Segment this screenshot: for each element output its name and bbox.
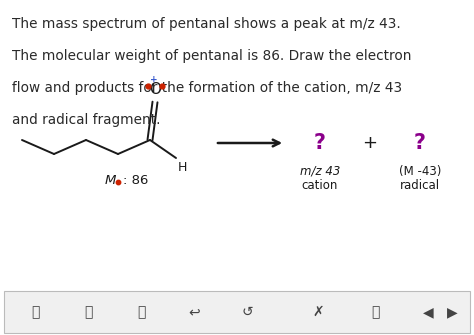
Text: +: + (150, 75, 158, 84)
Text: ⬜: ⬜ (371, 305, 379, 319)
Text: : 86: : 86 (123, 175, 148, 188)
Text: ▶: ▶ (447, 305, 457, 319)
Text: H: H (178, 161, 187, 174)
Text: ⬜: ⬜ (84, 305, 92, 319)
Text: ↩: ↩ (188, 305, 200, 319)
Text: m/z 43: m/z 43 (300, 165, 340, 178)
FancyBboxPatch shape (4, 291, 470, 333)
Text: ?: ? (314, 133, 326, 153)
Text: (M -43): (M -43) (399, 165, 441, 178)
Text: ?: ? (414, 133, 426, 153)
Text: and radical fragment.: and radical fragment. (12, 113, 161, 127)
Text: ⬜: ⬜ (31, 305, 39, 319)
Text: +: + (363, 134, 377, 152)
Text: M: M (105, 175, 117, 188)
Text: ◀: ◀ (423, 305, 433, 319)
Text: The mass spectrum of pentanal shows a peak at m/z 43.: The mass spectrum of pentanal shows a pe… (12, 17, 401, 31)
Text: flow and products for the formation of the cation, m/z 43: flow and products for the formation of t… (12, 81, 402, 95)
Text: O: O (149, 82, 161, 97)
Text: cation: cation (302, 179, 338, 192)
Text: ✗: ✗ (312, 305, 324, 319)
Text: ⬜: ⬜ (137, 305, 145, 319)
Text: radical: radical (400, 179, 440, 192)
Text: The molecular weight of pentanal is 86. Draw the electron: The molecular weight of pentanal is 86. … (12, 49, 411, 63)
Text: ↺: ↺ (241, 305, 253, 319)
